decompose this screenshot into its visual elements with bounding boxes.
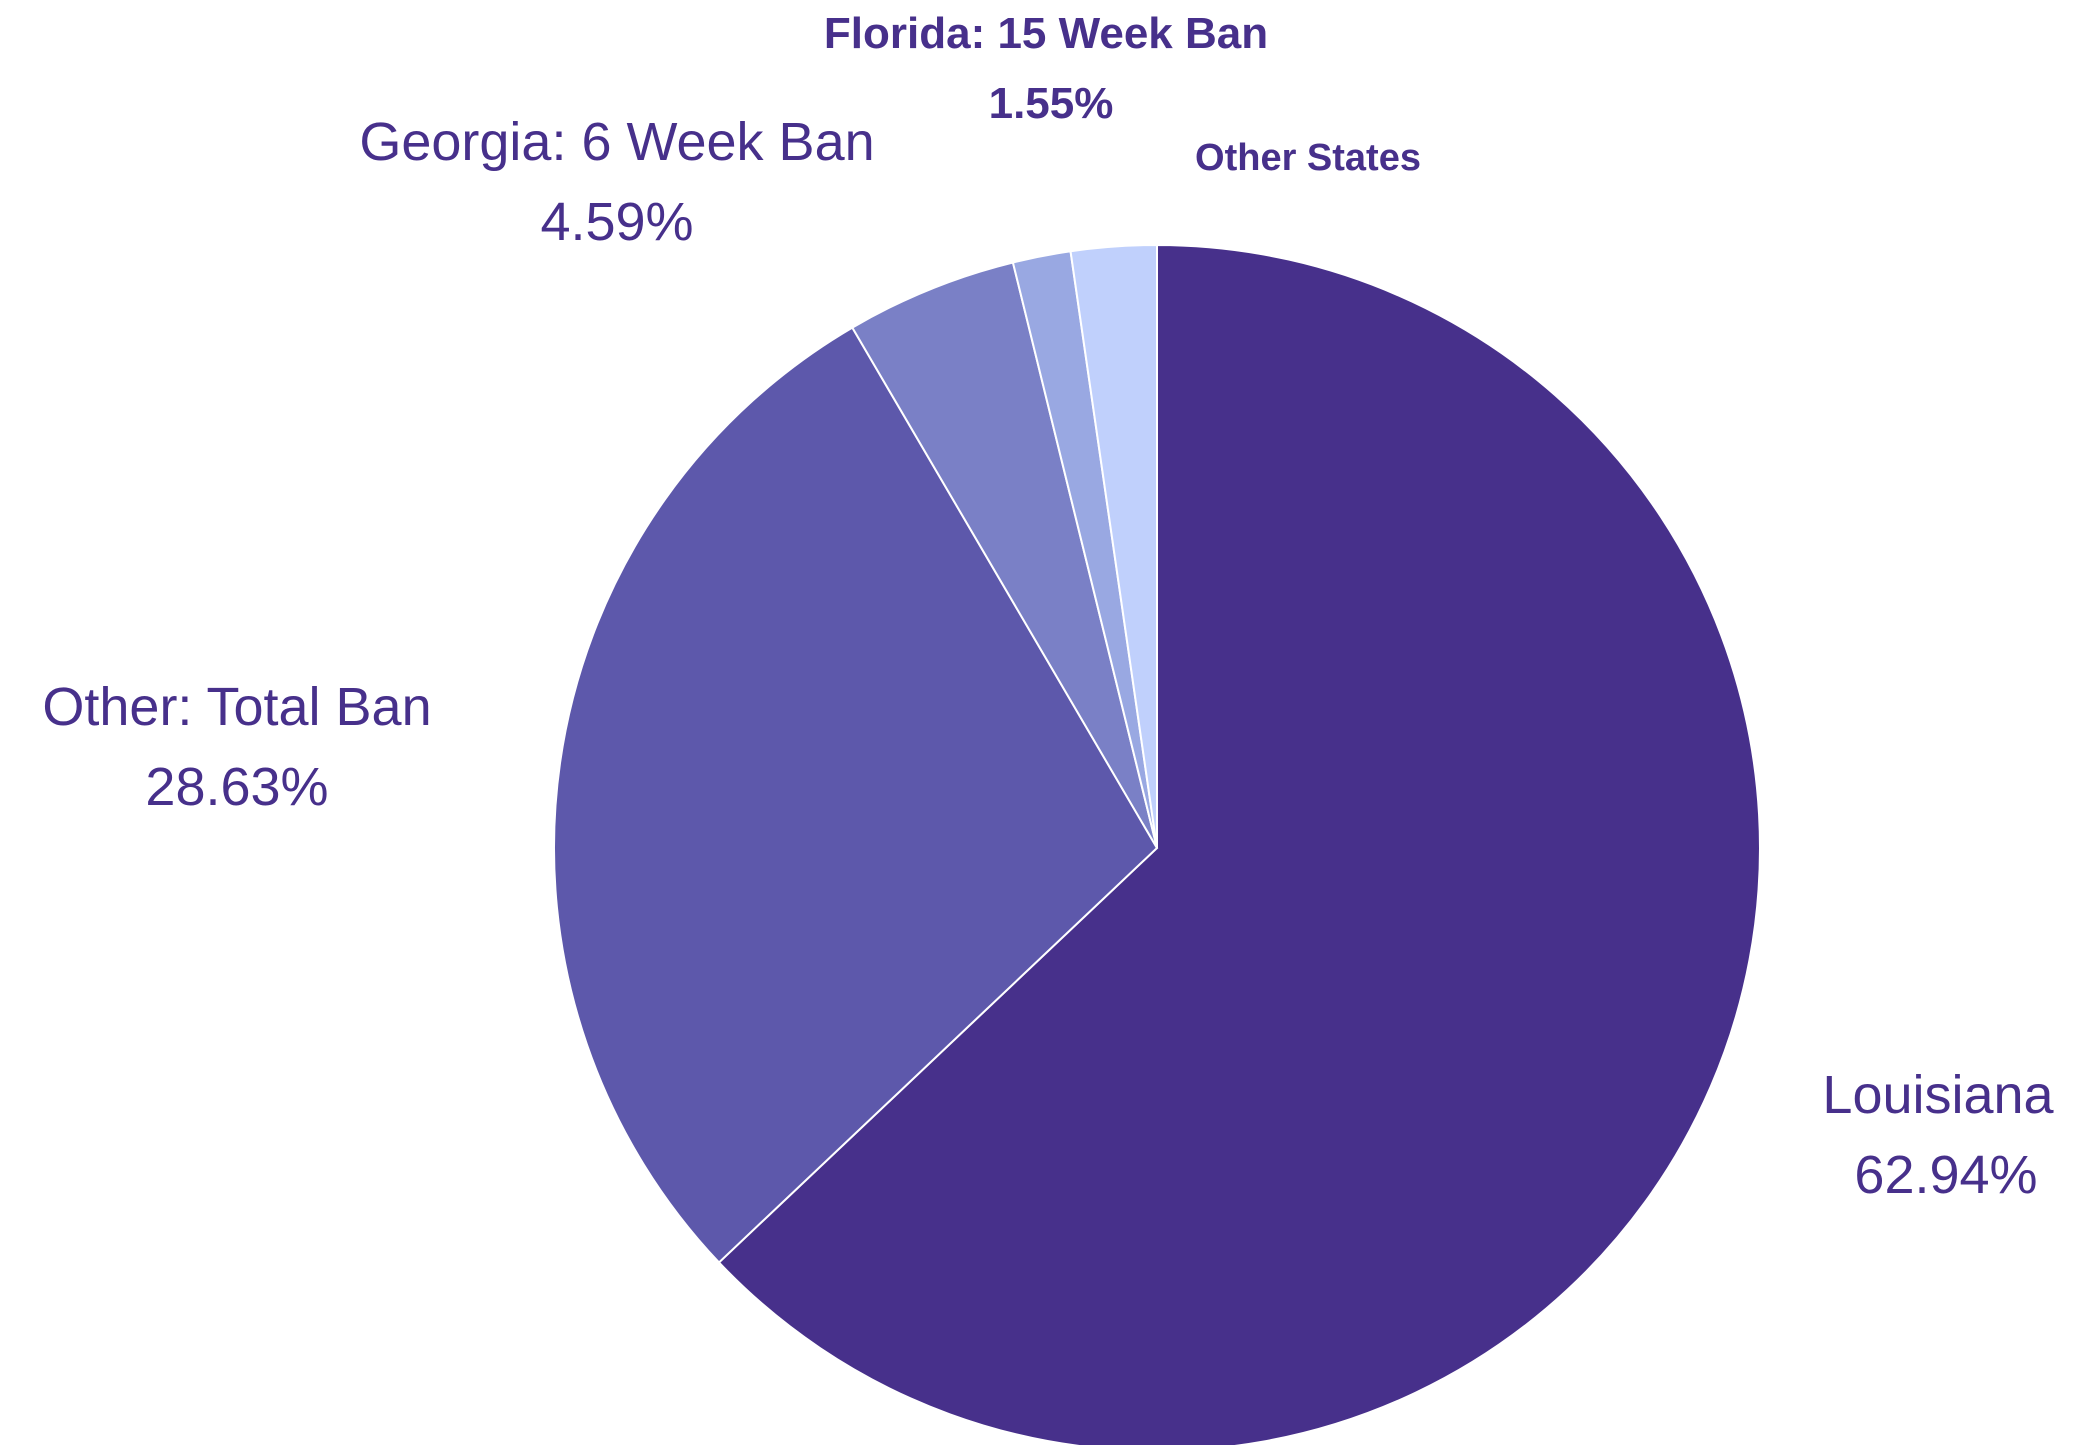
pie-slice-other-states [1069, 243, 1158, 849]
pie-slices [553, 243, 1761, 1445]
slice-label-georgia: Georgia: 6 Week Ban [359, 112, 874, 172]
pie-slice-other-total-ban [553, 326, 1159, 1264]
pie-slice-louisiana [717, 243, 1761, 1445]
slice-label-florida: Florida: 15 Week Ban [824, 9, 1268, 58]
pie-slice-georgia-6-week-ban [850, 261, 1158, 849]
slice-value-georgia: 4.59% [540, 192, 693, 252]
slice-label-other-total-ban: Other: Total Ban [42, 677, 431, 737]
slice-value-florida: 1.55% [989, 79, 1114, 128]
slice-label-other-states: Other States [1195, 137, 1421, 179]
slice-value-louisiana: 62.94% [1854, 1145, 2037, 1205]
slice-label-louisiana: Louisiana [1822, 1065, 2054, 1125]
slice-value-other-total-ban: 28.63% [145, 757, 328, 817]
